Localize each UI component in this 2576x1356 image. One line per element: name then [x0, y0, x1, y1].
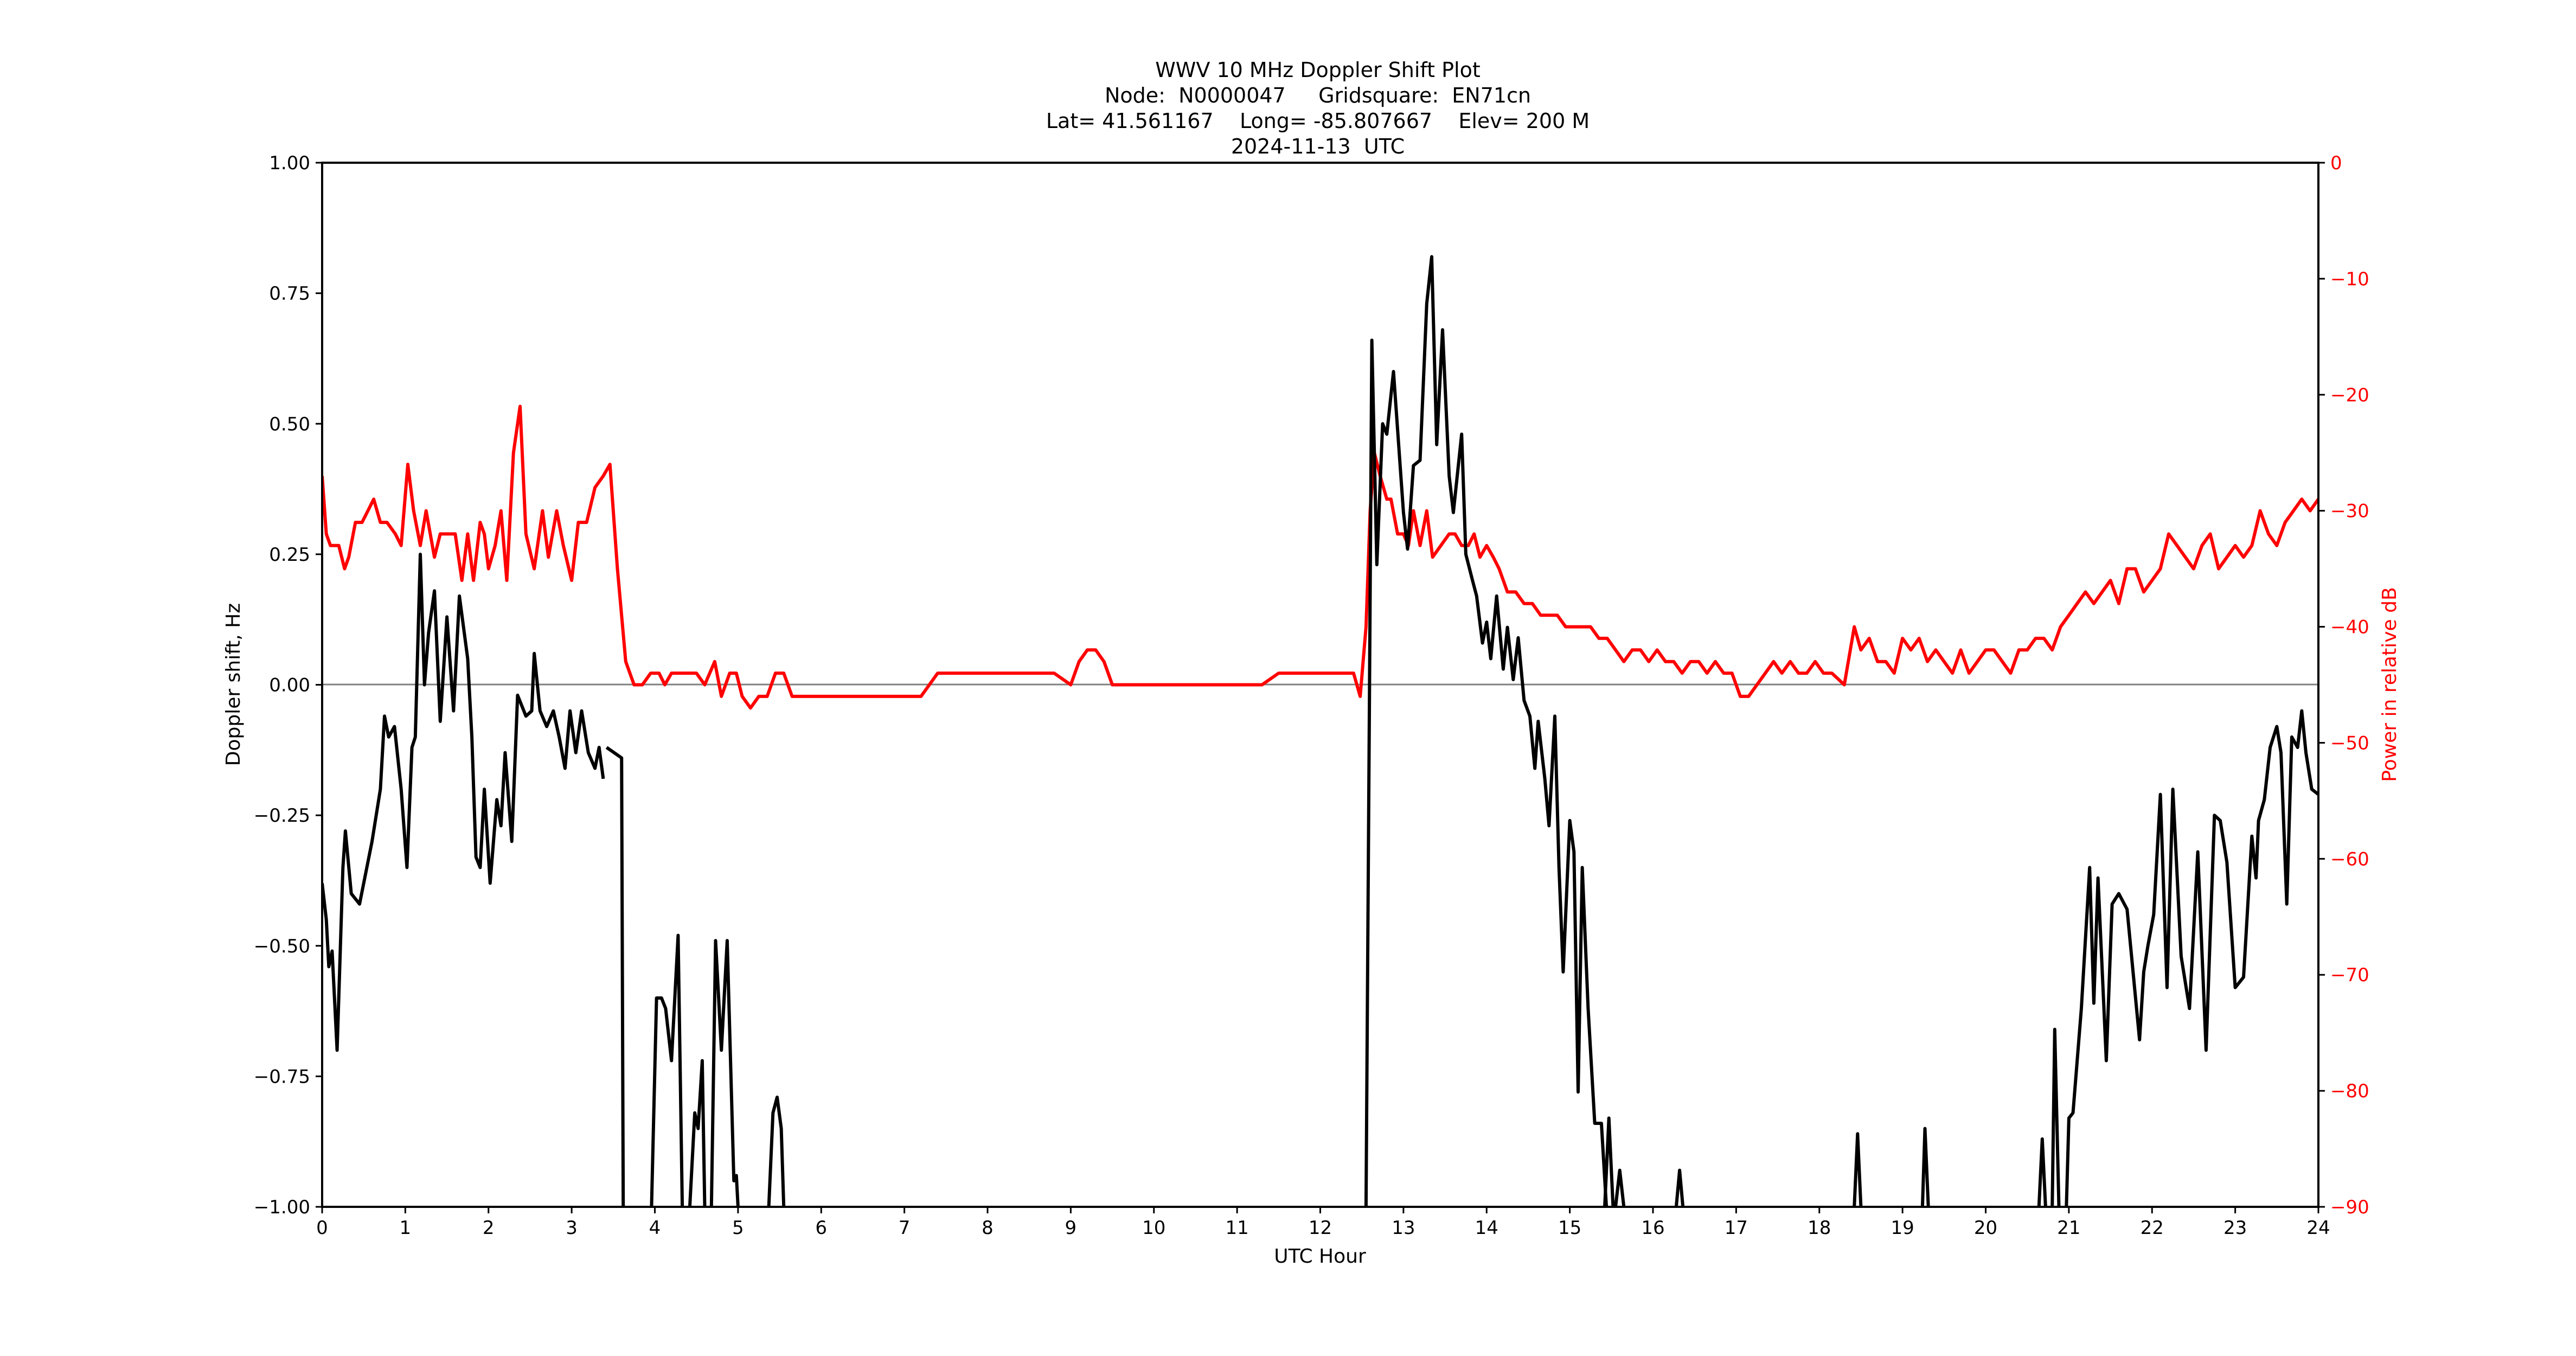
x-axis-ticks: 0 1 2 3 4 5 6 7 8 9 10 11 12 13 14 15 16 17 18 19 20 21 22 23 24 [316, 1207, 2330, 1239]
doppler-line [605, 746, 625, 1207]
x-tick-label: 18 [1808, 1217, 1831, 1239]
right-y-tick-label: 0 [2330, 152, 2342, 174]
x-tick-label: 6 [815, 1217, 827, 1239]
doppler-line [1920, 1127, 1930, 1207]
right-y-tick-label: −10 [2330, 268, 2369, 290]
right-y-tick-label: −90 [2330, 1197, 2369, 1218]
right-y-tick-label: −70 [2330, 964, 2369, 986]
left-y-axis-label: Doppler shift, Hz [222, 603, 245, 766]
right-y-axis-ticks: 0 −10 −20 −30 −40 −50 −60 −70 −80 −90 [2318, 152, 2369, 1218]
x-tick-label: 2 [483, 1217, 495, 1239]
x-tick-label: 11 [1225, 1217, 1248, 1239]
x-tick-label: 1 [400, 1217, 412, 1239]
x-tick-label: 24 [2306, 1217, 2330, 1239]
right-y-tick-label: −20 [2330, 385, 2369, 406]
x-tick-label: 13 [1392, 1217, 1415, 1239]
left-y-tick-label: −1.00 [254, 1197, 310, 1218]
doppler-line [1853, 1132, 1863, 1207]
x-tick-label: 23 [2223, 1217, 2247, 1239]
right-y-tick-label: −60 [2330, 848, 2369, 870]
x-tick-label: 20 [1974, 1217, 1997, 1239]
x-tick-label: 22 [2141, 1217, 2164, 1239]
title-line-node: Node: N0000047 Gridsquare: EN71cn [1104, 84, 1531, 107]
chart-title: WWV 10 MHz Doppler Shift Plot Node: N000… [0, 57, 2576, 159]
doppler-line [2065, 709, 2318, 1207]
doppler-line [650, 933, 684, 1207]
x-tick-label: 10 [1142, 1217, 1165, 1239]
title-line-main: WWV 10 MHz Doppler Shift Plot [1155, 58, 1481, 82]
x-tick-label: 9 [1065, 1217, 1077, 1239]
title-line-location: Lat= 41.561167 Long= -85.807667 Elev= 20… [1046, 109, 1590, 133]
left-y-tick-label: 0.00 [269, 675, 310, 696]
doppler-line [709, 939, 740, 1207]
x-tick-label: 14 [1475, 1217, 1498, 1239]
x-axis-label: UTC Hour [1274, 1245, 1366, 1268]
x-tick-label: 12 [1309, 1217, 1332, 1239]
x-tick-label: 8 [982, 1217, 994, 1239]
x-tick-label: 21 [2057, 1217, 2080, 1239]
doppler-line [2050, 1027, 2061, 1207]
x-tick-label: 4 [649, 1217, 661, 1239]
doppler-line [1603, 1116, 1615, 1207]
doppler-line [1674, 1168, 1685, 1207]
x-tick-label: 5 [732, 1217, 744, 1239]
doppler-series [322, 255, 2318, 1207]
left-y-tick-label: −0.75 [254, 1066, 310, 1088]
doppler-line [1364, 255, 1609, 1207]
left-y-tick-label: 0.25 [269, 544, 310, 566]
x-tick-label: 17 [1725, 1217, 1748, 1239]
x-tick-label: 3 [566, 1217, 578, 1239]
right-y-tick-label: −30 [2330, 501, 2369, 522]
left-y-tick-label: 0.75 [269, 283, 310, 305]
power-series [322, 405, 2318, 710]
left-y-axis-ticks: 1.00 0.75 0.50 0.25 0.00 −0.25 −0.50 −0.75 −1.00 [254, 152, 322, 1218]
x-tick-label: 0 [316, 1217, 328, 1239]
left-y-tick-label: 0.50 [269, 413, 310, 435]
right-y-axis-label: Power in relative dB [2379, 587, 2401, 782]
doppler-line [2037, 1137, 2047, 1207]
x-tick-label: 16 [1641, 1217, 1664, 1239]
doppler-line [1614, 1168, 1626, 1207]
left-y-tick-label: −0.25 [254, 805, 310, 827]
left-y-tick-label: 1.00 [269, 152, 310, 174]
x-tick-label: 15 [1558, 1217, 1581, 1239]
left-y-tick-label: −0.50 [254, 936, 310, 957]
right-y-tick-label: −80 [2330, 1080, 2369, 1102]
x-tick-label: 7 [899, 1217, 911, 1239]
right-y-tick-label: −40 [2330, 617, 2369, 638]
power-line [322, 405, 2318, 710]
title-line-date: 2024-11-13 UTC [1231, 135, 1405, 158]
doppler-line [688, 1059, 707, 1207]
doppler-line [767, 1095, 786, 1207]
doppler-line [322, 552, 605, 1052]
x-tick-label: 19 [1891, 1217, 1914, 1239]
right-y-tick-label: −50 [2330, 732, 2369, 754]
